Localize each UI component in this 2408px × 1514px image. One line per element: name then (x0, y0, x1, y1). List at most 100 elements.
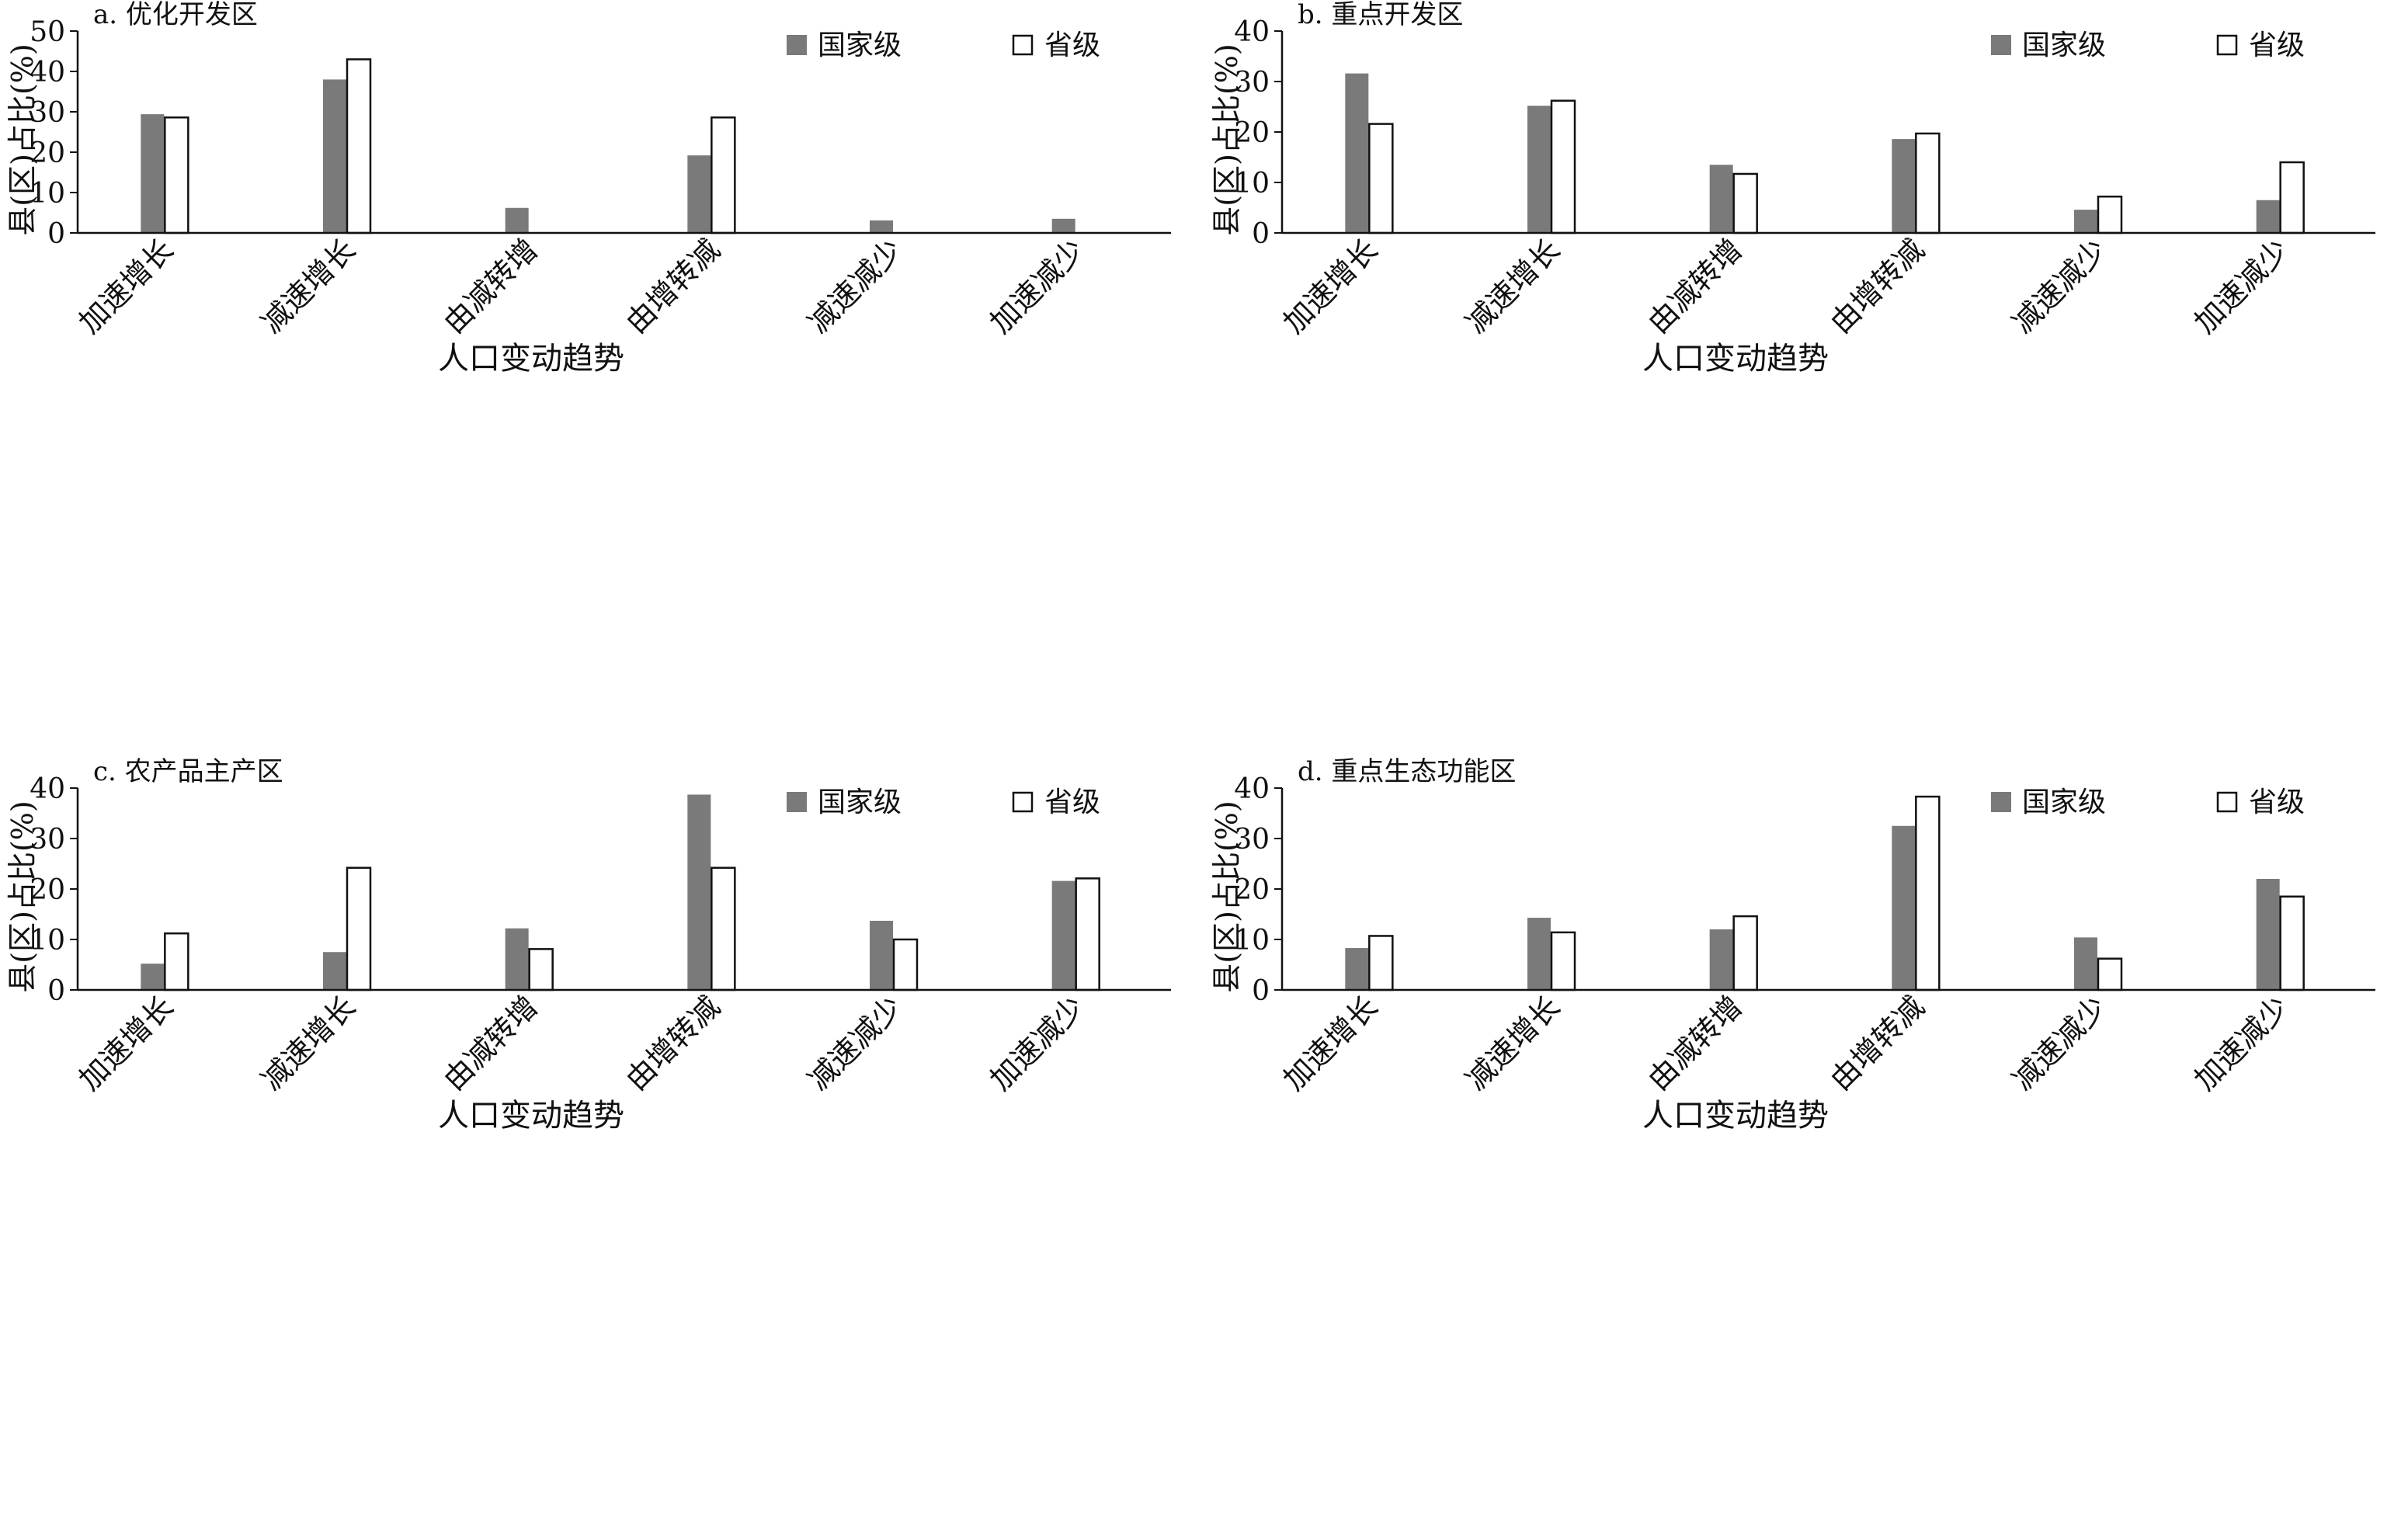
bar-national (2074, 210, 2097, 233)
legend-swatch-national (1991, 35, 2011, 55)
y-tick-label: 20 (1234, 117, 1270, 149)
legend-label-national: 国家级 (818, 787, 902, 818)
bar-national (1709, 929, 1733, 990)
chart-title: b. 重点开发区 (1298, 0, 1463, 30)
y-tick-label: 30 (1234, 67, 1270, 99)
legend-label-provincial: 省级 (2249, 787, 2305, 818)
x-axis-label: 人口变动趋势 (1642, 1098, 1829, 1134)
y-tick-label: 10 (30, 178, 65, 210)
y-tick-label: 10 (1234, 168, 1270, 200)
bar-provincial (2097, 957, 2123, 991)
y-tick-label: 30 (30, 824, 65, 856)
bar-provincial (1550, 99, 1576, 234)
bar-provincial (1550, 931, 1576, 991)
legend-swatch-provincial (2216, 34, 2238, 56)
x-tick-label: 加速减少 (983, 989, 1091, 1097)
legend-swatch-provincial (1012, 34, 1034, 56)
y-tick-label: 0 (47, 975, 65, 1007)
x-tick-label: 加速增长 (1277, 232, 1385, 340)
x-tick-label: 加速增长 (72, 989, 180, 1097)
x-tick-label: 减速减少 (801, 232, 909, 340)
y-tick-label: 20 (30, 874, 65, 906)
x-axis-label: 人口变动趋势 (438, 341, 624, 377)
y-tick-label: 20 (1234, 874, 1270, 906)
y-tick-label: 30 (1234, 824, 1270, 856)
x-tick-label: 减速减少 (2006, 232, 2114, 340)
bar-national (1051, 880, 1075, 990)
bar-provincial (346, 866, 372, 991)
bar-provincial (1368, 123, 1394, 234)
bar-provincial (2097, 195, 2123, 234)
bar-provincial (1915, 132, 1941, 234)
x-tick-label: 加速减少 (2187, 232, 2295, 340)
bar-national (1345, 948, 1369, 990)
bar-national (141, 964, 165, 990)
x-tick-label: 加速减少 (983, 232, 1091, 340)
bar-national (1527, 106, 1551, 233)
bar-provincial (2279, 895, 2305, 991)
bar-national (1892, 139, 1916, 233)
legend: 国家级 省级 (787, 787, 1100, 818)
y-tick-label: 0 (47, 218, 65, 250)
x-axis-label: 人口变动趋势 (1642, 341, 1829, 377)
x-tick-label: 减速增长 (1459, 989, 1567, 1097)
y-axis-label: 县(区)占比(%) (5, 800, 40, 992)
chart-title: a. 优化开发区 (93, 0, 258, 30)
bar-provincial (1732, 172, 1758, 234)
x-tick-label: 加速减少 (2187, 989, 2295, 1097)
x-tick-label: 减速减少 (2006, 989, 2114, 1097)
x-tick-label: 由减转增 (436, 232, 544, 340)
bar-national (505, 928, 529, 990)
x-tick-label: 减速增长 (255, 232, 363, 340)
y-tick-label: 40 (1234, 773, 1270, 805)
y-axis-label: 县(区)占比(%) (1210, 43, 1244, 235)
legend-swatch-provincial (2216, 791, 2238, 813)
x-axis-label: 人口变动趋势 (438, 1098, 624, 1134)
x-tick-label: 减速增长 (1459, 232, 1567, 340)
x-tick-label: 由增转减 (619, 232, 727, 340)
y-tick-label: 20 (30, 137, 65, 169)
legend-swatch-provincial (1012, 791, 1034, 813)
bar-national (687, 155, 711, 233)
bar-national (687, 794, 711, 990)
x-tick-label: 由增转减 (1823, 232, 1931, 340)
bar-national (1345, 73, 1369, 233)
x-tick-label: 由增转减 (1823, 989, 1931, 1097)
bar-national (1709, 165, 1733, 233)
bar-national (323, 952, 346, 990)
x-tick-label: 由减转增 (1641, 232, 1749, 340)
chart-title: d. 重点生态功能区 (1298, 757, 1516, 787)
legend-swatch-national (787, 35, 807, 55)
bar-national (1892, 825, 1916, 990)
bar-provincial (346, 58, 372, 234)
bar-national (1051, 218, 1075, 233)
legend-label-national: 国家级 (2022, 787, 2106, 818)
bar-provincial (892, 938, 919, 991)
bar-provincial (1368, 935, 1394, 991)
legend-swatch-national (1991, 792, 2011, 812)
bar-provincial (711, 866, 736, 991)
y-axis-label: 县(区)占比(%) (5, 43, 40, 235)
legend: 国家级 省级 (1991, 30, 2305, 61)
bar-national (870, 220, 893, 233)
y-tick-label: 10 (1234, 925, 1270, 957)
bar-national (870, 920, 893, 990)
bar-national (1527, 918, 1551, 990)
bar-national (2256, 200, 2280, 233)
chart-b: b. 重点开发区国家级 省级010203040县(区)占比(%)加速增长 减速增长由… (1210, 0, 2375, 377)
bar-national (323, 79, 346, 234)
bar-national (2074, 937, 2097, 990)
legend-label-provincial: 省级 (1044, 787, 1100, 818)
legend: 国家级 省级 (787, 30, 1100, 61)
panel-d: d. 重点生态功能区 国家级 省级 0 10 20 30 40 县(区)占比(%) 加速增长 减速增… (1204, 757, 2408, 1514)
bar-provincial (1915, 795, 1941, 991)
y-tick-label: 40 (30, 57, 65, 89)
legend-label-provincial: 省级 (1044, 30, 1100, 61)
bar-provincial (1732, 915, 1758, 991)
bar-national (2256, 879, 2280, 990)
y-tick-label: 0 (1252, 218, 1270, 250)
y-tick-label: 40 (1234, 16, 1270, 48)
y-tick-label: 10 (30, 925, 65, 957)
